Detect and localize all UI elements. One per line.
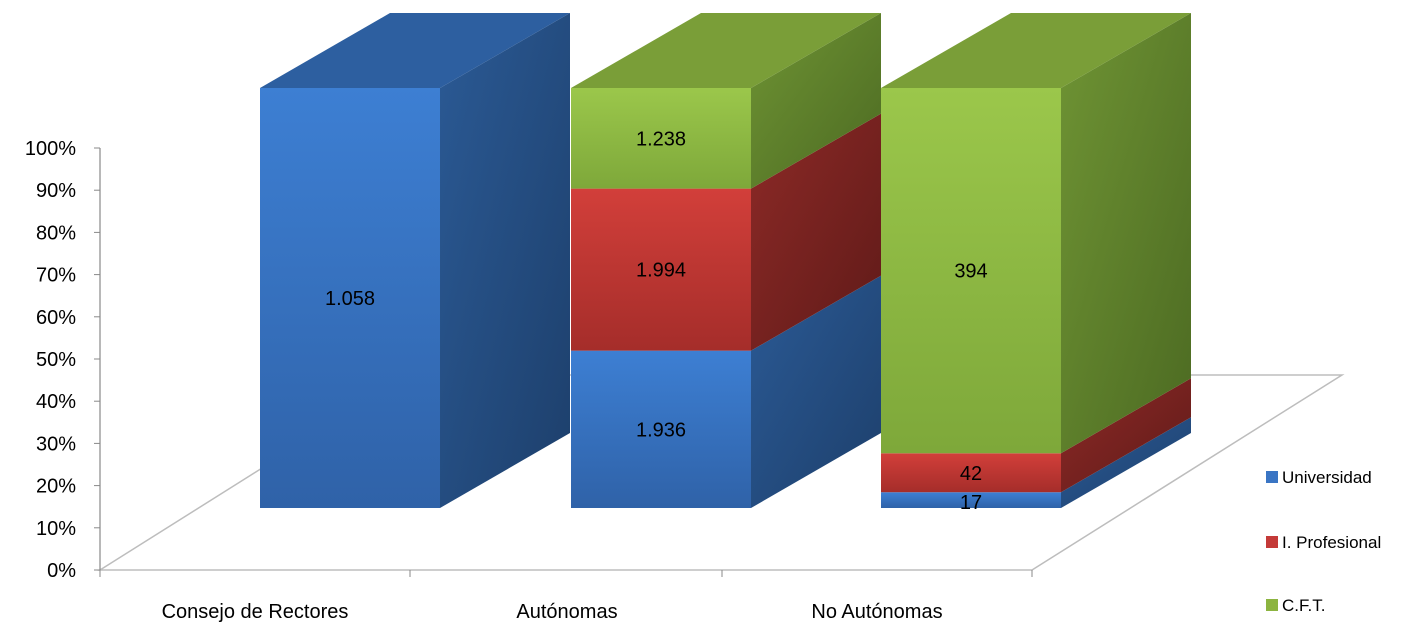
bar-front-face [881, 492, 1061, 508]
x-category-label: Consejo de Rectores [162, 601, 349, 623]
legend-item: I. Profesional [1266, 533, 1381, 552]
y-axis: 0% 10% 20% 30% 40% 50% 60% 70% 80% 90% 100% [25, 138, 101, 582]
bar-front-face [881, 453, 1061, 493]
bar-segment-c-f-t- [881, 13, 1191, 454]
y-tick-label: 100% [25, 138, 76, 160]
y-tick-label: 50% [36, 349, 76, 371]
bar-segment-c-f-t- [571, 13, 881, 189]
data-label: 1.058 [325, 288, 375, 310]
legend-swatch [1266, 536, 1278, 548]
bar-top-face [571, 13, 881, 88]
bar-side-face [751, 113, 881, 351]
bar-side-face [751, 13, 881, 189]
legend-label: I. Profesional [1282, 533, 1381, 552]
bar-segment-i-profesional [881, 378, 1191, 493]
bar-front-face [881, 88, 1061, 454]
y-tick-label: 60% [36, 307, 76, 329]
data-label: 17 [960, 492, 982, 514]
data-label: 1.238 [636, 128, 686, 150]
y-tick-label: 40% [36, 391, 76, 413]
data-labels: 1.058 1.936 1.994 1.238 17 42 394 [325, 128, 988, 514]
y-tick-label: 30% [36, 433, 76, 455]
bar-side-face [1061, 378, 1191, 493]
legend-swatch [1266, 471, 1278, 483]
data-label: 394 [954, 261, 987, 283]
y-tick-label: 90% [36, 180, 76, 202]
legend: Universidad I. Profesional C.F.T. [1266, 468, 1381, 615]
bar-side-face [1061, 417, 1191, 508]
bar-front-face [571, 188, 751, 351]
bar-top-face [260, 13, 570, 88]
bar-top-face [881, 13, 1191, 88]
data-label: 1.994 [636, 260, 686, 282]
legend-item: Universidad [1266, 468, 1372, 487]
data-label: 42 [960, 463, 982, 485]
legend-item: C.F.T. [1266, 596, 1325, 615]
y-tick-label: 80% [36, 222, 76, 244]
bar-side-face [751, 275, 881, 508]
bar-side-face [1061, 13, 1191, 454]
bar-segment-universidad [260, 13, 570, 508]
y-tick-label: 20% [36, 476, 76, 498]
bar-segment-i-profesional [571, 113, 881, 351]
y-tick-label: 0% [47, 560, 76, 582]
legend-label: C.F.T. [1282, 596, 1325, 615]
x-category-label: No Autónomas [811, 601, 942, 623]
legend-label: Universidad [1282, 468, 1372, 487]
bars [260, 13, 1191, 508]
bar-segment-universidad [571, 275, 881, 508]
bar-side-face [440, 13, 570, 508]
y-tick-label: 70% [36, 265, 76, 287]
legend-swatch [1266, 599, 1278, 611]
data-label: 1.936 [636, 419, 686, 441]
bar-front-face [260, 88, 440, 508]
bar-front-face [571, 88, 751, 189]
x-axis-labels: Consejo de Rectores Autónomas No Autónomas [162, 601, 943, 623]
x-category-label: Autónomas [516, 601, 617, 623]
bar-front-face [571, 350, 751, 508]
y-tick-label: 10% [36, 518, 76, 540]
bar-segment-universidad [881, 417, 1191, 508]
